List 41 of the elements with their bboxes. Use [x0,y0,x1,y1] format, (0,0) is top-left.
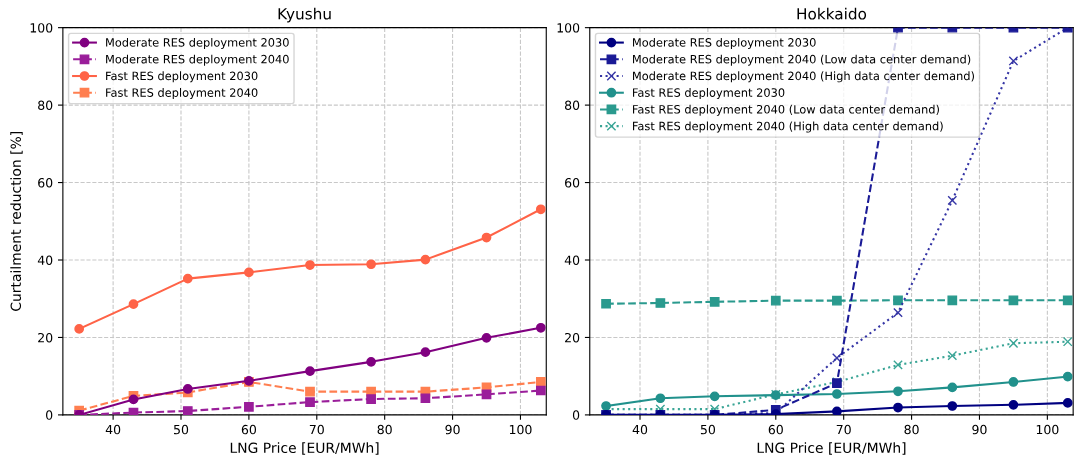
x-tick-label: 60 [768,424,783,435]
y-axis-title: Curtailment reduction [%] [10,132,23,311]
x-tick-label: 60 [241,424,257,435]
y-tick-label: 100 [30,23,53,33]
legend-label: Fast RES deployment 2040 (High data center demand) [633,121,943,133]
y-tick-label: 0 [46,410,53,420]
x-axis-title: LNG Price [EUR/MWh] [757,442,906,455]
x-tick-label: 90 [445,424,460,435]
x-tick-label: 50 [174,424,189,435]
x-tick-label: 100 [509,424,532,435]
legend-label: Moderate RES deployment 2030 [106,37,289,49]
legend-label: Fast RES deployment 2030 [106,71,258,83]
legend-label: Moderate RES deployment 2040 (Low data center demand) [633,54,971,66]
legend-label: Fast RES deployment 2040 (Low data center demand) [633,104,939,116]
y-tick-label: 20 [565,332,580,343]
x-tick-label: 70 [309,424,324,435]
legend-label: Fast RES deployment 2040 [106,88,258,100]
y-tick-label: 60 [38,178,53,188]
y-tick-label: 100 [557,23,580,33]
legend-label: Moderate RES deployment 2040 [106,54,289,66]
y-tick-label: 40 [37,255,53,265]
x-tick-label: 100 [1036,424,1059,435]
y-tick-label: 80 [38,100,53,111]
x-tick-label: 80 [377,424,392,435]
x-tick-label: 80 [904,424,919,435]
x-tick-label: 90 [972,424,987,435]
x-tick-label: 40 [105,424,121,435]
x-axis-title: LNG Price [EUR/MWh] [230,442,379,455]
y-tick-label: 20 [38,332,53,343]
x-tick-label: 40 [632,424,648,435]
x-tick-label: 50 [700,424,716,435]
chart-title: Hokkaido [797,7,867,20]
chart-title: Kyushu [278,7,331,23]
y-tick-label: 40 [564,255,580,265]
y-tick-label: 0 [572,410,580,420]
y-tick-label: 60 [565,178,580,188]
legend-label: Fast RES deployment 2030 [633,88,785,100]
y-tick-label: 80 [564,100,580,111]
x-tick-label: 70 [836,424,851,435]
legend-label: Moderate RES deployment 2040 (High data center demand) [633,71,974,83]
legend-label: Moderate RES deployment 2030 [633,37,816,49]
